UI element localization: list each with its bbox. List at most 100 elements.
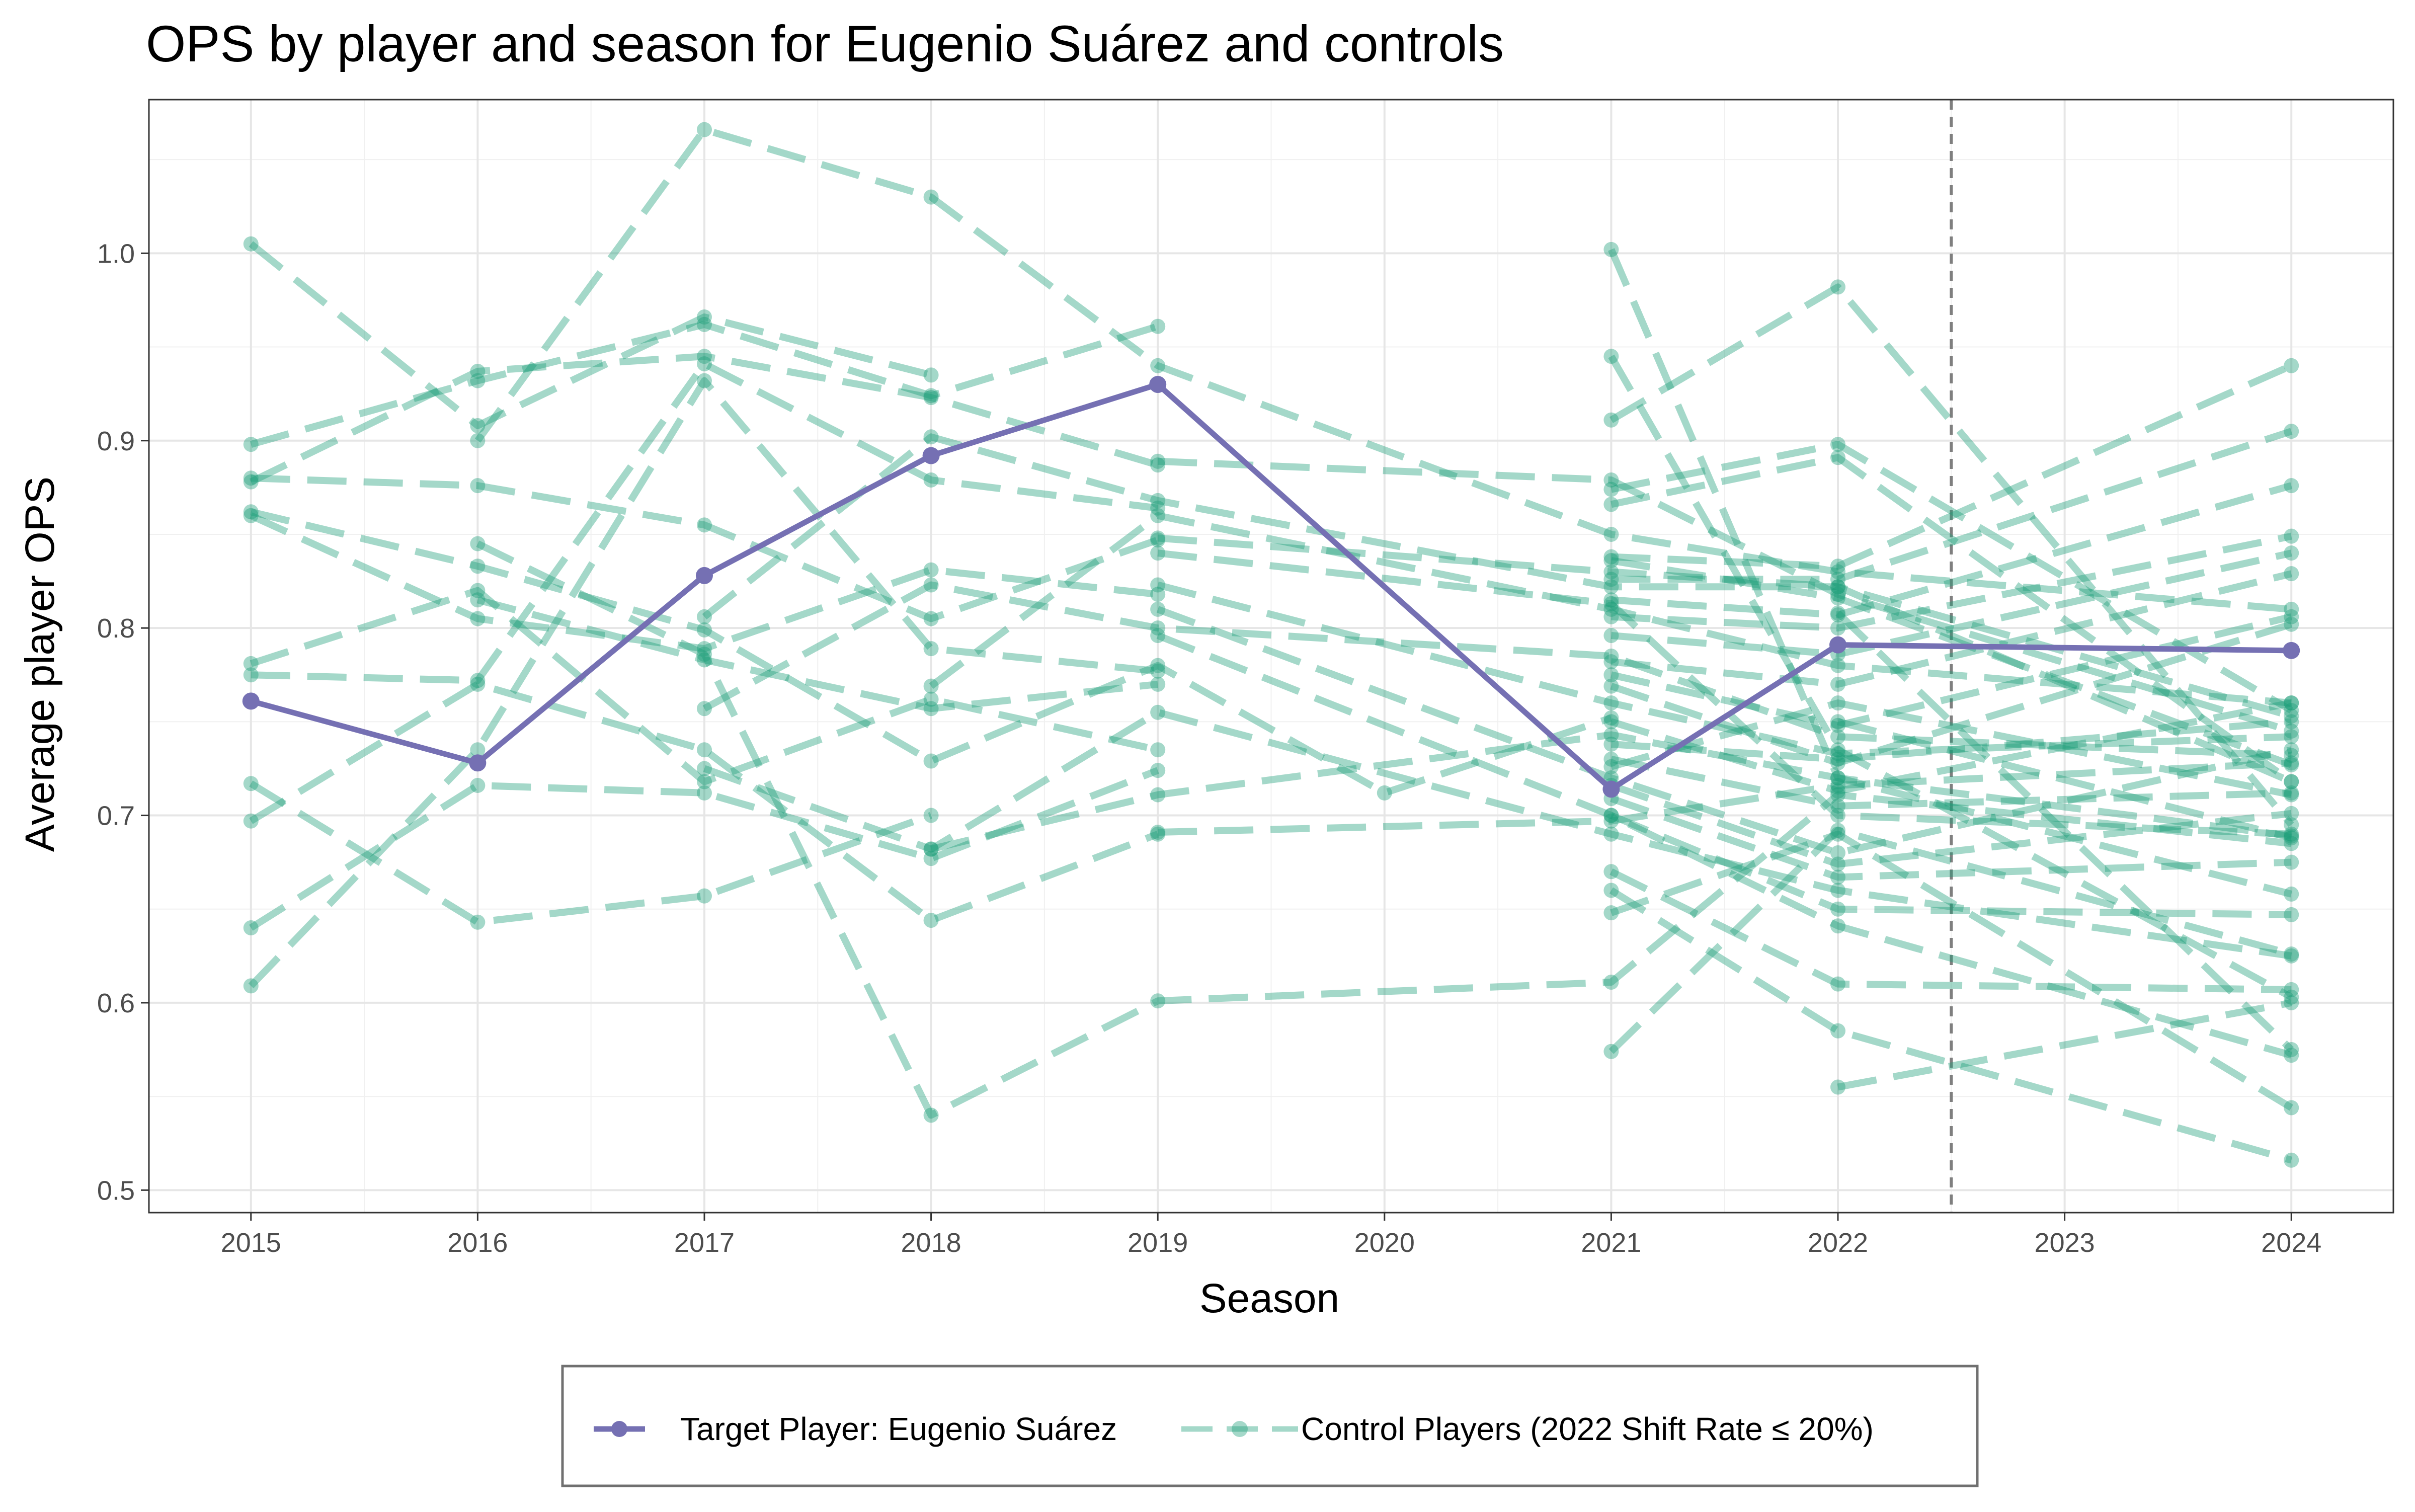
control-point xyxy=(1150,628,1166,644)
control-series-layer xyxy=(243,122,2299,1168)
control-point xyxy=(1830,729,1846,745)
control-point xyxy=(1830,437,1846,452)
legend-label-control: Control Players (2022 Shift Rate ≤ 20%) xyxy=(1301,1411,1874,1447)
control-point xyxy=(2284,708,2299,724)
control-point xyxy=(696,774,712,789)
control-point xyxy=(1603,549,1619,565)
chart-title: OPS by player and season for Eugenio Suá… xyxy=(146,15,1504,72)
x-tick-label: 2018 xyxy=(901,1228,961,1258)
control-point xyxy=(923,429,939,445)
control-point xyxy=(1603,472,1619,488)
control-point xyxy=(696,761,712,776)
control-point xyxy=(1150,358,1166,373)
control-point xyxy=(1150,676,1166,692)
control-point xyxy=(696,373,712,388)
control-series-line xyxy=(1611,549,2292,658)
control-point xyxy=(2284,748,2299,763)
control-point xyxy=(1150,663,1166,679)
control-point xyxy=(243,978,259,994)
control-point xyxy=(1830,751,1846,767)
control-series-line xyxy=(248,377,1158,989)
control-point xyxy=(1830,590,1846,606)
control-point xyxy=(1603,482,1619,497)
control-point xyxy=(2284,774,2299,789)
control-point xyxy=(696,309,712,325)
y-tick-label: 0.5 xyxy=(97,1175,135,1206)
control-series-line xyxy=(1837,718,2292,841)
control-point xyxy=(1603,808,1619,823)
control-point xyxy=(1830,798,1846,814)
control-point xyxy=(1603,808,1619,823)
control-point xyxy=(1603,242,1619,257)
control-point xyxy=(1150,620,1166,636)
control-point xyxy=(923,367,939,383)
control-series-line xyxy=(1156,606,2292,857)
control-point xyxy=(923,641,939,657)
control-point xyxy=(1150,658,1166,673)
control-series-line xyxy=(249,241,932,429)
control-point xyxy=(2284,714,2299,730)
control-point xyxy=(696,517,712,533)
control-point xyxy=(1830,742,1846,758)
control-series-line xyxy=(1611,570,2292,688)
control-point xyxy=(470,433,486,448)
control-point xyxy=(470,418,486,433)
target-point xyxy=(1602,780,1620,798)
control-series-line xyxy=(1610,613,2292,729)
control-point xyxy=(1603,349,1619,364)
legend-label-target: Target Player: Eugenio Suárez xyxy=(680,1411,1117,1447)
control-point xyxy=(696,349,712,364)
control-point xyxy=(243,667,259,683)
control-point xyxy=(1830,572,1846,587)
y-tick-label: 0.6 xyxy=(97,988,135,1018)
control-point xyxy=(1830,676,1846,692)
control-point xyxy=(1603,751,1619,767)
control-series-line xyxy=(1835,610,2294,1053)
control-point xyxy=(1603,727,1619,743)
control-point xyxy=(1830,695,1846,711)
control-point xyxy=(243,504,259,520)
control-series-line xyxy=(1610,699,2292,795)
control-point xyxy=(923,611,939,626)
control-series-line xyxy=(1611,532,2292,632)
control-point xyxy=(1150,601,1166,617)
control-point xyxy=(1830,901,1846,917)
control-point xyxy=(2284,774,2299,789)
control-point xyxy=(1830,856,1846,872)
control-point xyxy=(2284,817,2299,833)
control-point xyxy=(1603,596,1619,611)
control-point xyxy=(1603,649,1619,664)
target-point xyxy=(242,692,260,710)
control-point xyxy=(1603,412,1619,428)
control-point xyxy=(1150,493,1166,508)
control-series-line xyxy=(1157,549,2292,838)
control-point xyxy=(243,474,259,490)
control-point xyxy=(1830,718,1846,733)
control-point xyxy=(1150,704,1166,720)
legend-box xyxy=(561,1365,1979,1487)
x-tick-label: 2016 xyxy=(447,1228,508,1258)
control-point xyxy=(1603,572,1619,587)
control-series-line xyxy=(1611,482,2293,619)
control-point xyxy=(1150,319,1166,334)
control-point xyxy=(2284,601,2299,617)
control-point xyxy=(923,577,939,593)
control-point xyxy=(1830,620,1846,636)
control-series-line xyxy=(1610,454,2294,785)
x-tick-label: 2019 xyxy=(1128,1228,1188,1258)
control-point xyxy=(1603,553,1619,569)
control-point xyxy=(1603,1044,1619,1059)
control-point xyxy=(923,562,939,578)
control-point xyxy=(1830,564,1846,580)
control-point xyxy=(1150,508,1166,523)
control-point xyxy=(2284,566,2299,582)
control-point xyxy=(1830,869,1846,885)
control-point xyxy=(923,841,939,857)
control-point xyxy=(923,691,939,707)
control-point xyxy=(2284,757,2299,772)
control-point xyxy=(470,676,486,692)
control-point xyxy=(2284,785,2299,801)
control-point xyxy=(923,753,939,769)
control-point xyxy=(1830,746,1846,761)
control-point xyxy=(470,914,486,930)
